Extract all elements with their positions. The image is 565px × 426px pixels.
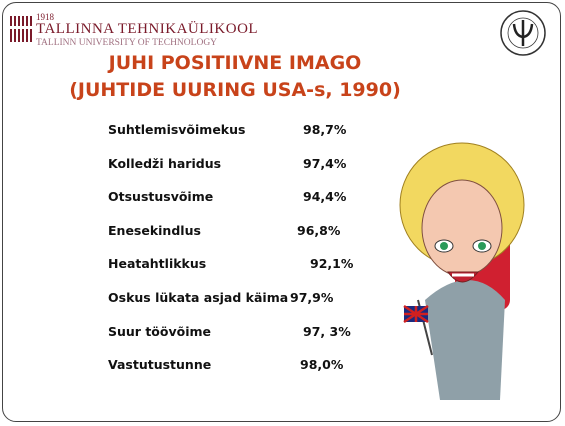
item-label: Kolledži haridus <box>108 156 221 171</box>
item-label: Heatahtlikkus <box>108 256 206 271</box>
title-line: JUHI POSITIIVNE IMAGO <box>0 52 470 74</box>
item-label: Suhtlemisvõimekus <box>108 122 245 137</box>
item-value: 96,8% <box>297 223 340 238</box>
item-value: 98,0% <box>300 357 343 372</box>
item-value: 97, 3% <box>303 324 351 339</box>
seal <box>501 11 545 55</box>
item-label: Vastutustunne <box>108 357 211 372</box>
item-label: Suur töövõime <box>108 324 211 339</box>
slide: 1918 TALLINNA TEHNIKAÜLIKOOL TALLINN UNI… <box>0 0 565 426</box>
item-label: Enesekindlus <box>108 223 201 238</box>
item-value: 94,4% <box>303 189 346 204</box>
title-line: (JUHTIDE UURING USA-s, 1990) <box>0 79 470 101</box>
caricature <box>400 143 524 400</box>
item-value: 97,4% <box>303 156 346 171</box>
header-university: TALLINNA TEHNIKAÜLIKOOL <box>36 21 258 38</box>
item-label: Oskus lükata asjad käima <box>108 290 288 305</box>
item-value: 92,1% <box>310 256 353 271</box>
item-value: 97,9% <box>290 290 333 305</box>
item-label: Otsustusvõime <box>108 189 213 204</box>
item-value: 98,7% <box>303 122 346 137</box>
header-university-en: TALLINN UNIVERSITY OF TECHNOLOGY <box>36 38 217 48</box>
logo-stripes <box>9 16 33 42</box>
